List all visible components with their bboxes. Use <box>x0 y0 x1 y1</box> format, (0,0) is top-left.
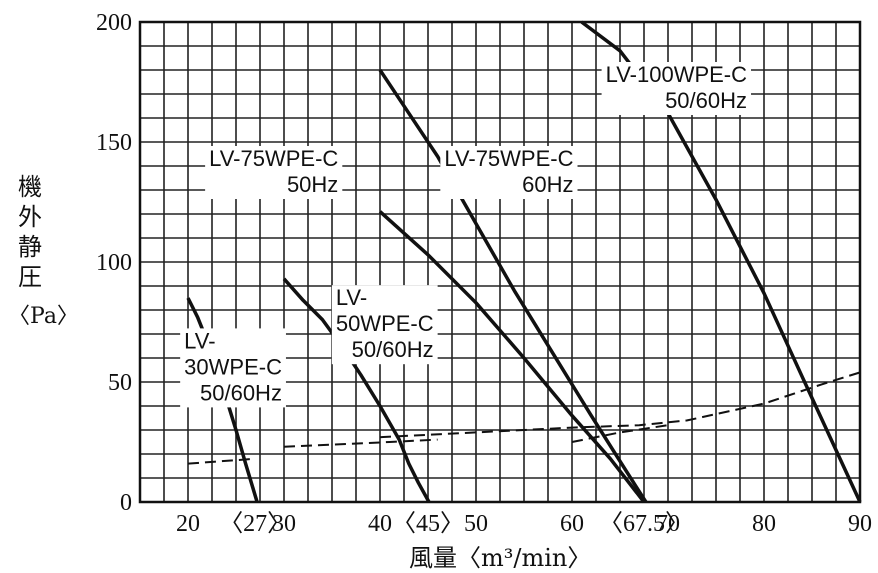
series-label-line: 30WPE-C <box>184 354 282 379</box>
series-label-line: 50Hz <box>287 172 338 197</box>
plot-frame <box>138 20 862 504</box>
system-curve-line <box>379 371 861 439</box>
x-tick-label: 30 <box>272 511 296 537</box>
series-label-background <box>205 146 343 199</box>
series-line <box>580 20 862 503</box>
series-label: LV-100WPE-C50/60Hz <box>601 62 752 115</box>
series-line <box>282 277 431 503</box>
y-tick-label: 200 <box>96 10 132 36</box>
y-tick-label: 0 <box>120 490 132 516</box>
y-axis-title-char: 静 <box>18 233 42 261</box>
series-label-line: LV- <box>184 328 215 353</box>
series-label: LV-50WPE-C50/60Hz <box>331 285 438 365</box>
series-label-line: LV-75WPE-C <box>444 146 573 171</box>
series-line <box>378 69 648 503</box>
x-tick-label: 40 <box>368 511 392 537</box>
series-line <box>378 210 646 504</box>
series-label-background <box>331 285 438 365</box>
y-axis-unit: 〈Pa〉 <box>8 304 79 329</box>
series-label-background <box>180 328 286 408</box>
series-label-line: LV- <box>336 285 367 310</box>
series-label-line: 50/60Hz <box>665 88 747 113</box>
x-tick-label: 90 <box>848 511 872 537</box>
y-axis-title-char: 機 <box>18 173 42 201</box>
series-label-background <box>601 62 752 115</box>
series-label-line: LV-75WPE-C <box>209 146 338 171</box>
series-label-line: 50/60Hz <box>352 337 434 362</box>
y-axis-title: 機 外 静 圧 〈Pa〉 <box>8 172 79 332</box>
y-tick-label: 50 <box>108 370 132 396</box>
series-label-line: 50/60Hz <box>200 380 282 405</box>
y-tick-label: 150 <box>96 130 132 156</box>
y-tick-label: 100 <box>96 250 132 276</box>
x-tick-label: 20 <box>176 511 200 537</box>
x-tick-label: 〈45〉 <box>392 511 464 537</box>
x-tick-label: 80 <box>752 511 776 537</box>
chart-axes <box>138 20 862 504</box>
x-axis-title: 風量〈m³/min〉 <box>409 544 592 572</box>
series-labels: LV-30WPE-C50/60HzLV-50WPE-C50/60HzLV-75W… <box>180 62 752 408</box>
x-tick-label: 60 <box>560 511 584 537</box>
x-tick-label: 〈27〉 <box>219 511 291 537</box>
y-axis-title-char: 外 <box>18 203 42 231</box>
x-tick-label: 〈67.5〉 <box>599 511 689 537</box>
series-label-line: 60Hz <box>522 172 573 197</box>
series-label-line: 50WPE-C <box>336 311 434 336</box>
series-label: LV-30WPE-C50/60Hz <box>180 328 286 408</box>
y-axis-title-char: 圧 <box>18 263 42 291</box>
performance-curves <box>186 20 862 504</box>
system-curve-line <box>283 438 438 448</box>
x-tick-label: 70 <box>656 511 680 537</box>
series-label-background <box>440 146 578 199</box>
chart-grid <box>140 22 860 502</box>
x-tick-label: 50 <box>464 511 488 537</box>
series-label-line: LV-100WPE-C <box>606 62 748 87</box>
